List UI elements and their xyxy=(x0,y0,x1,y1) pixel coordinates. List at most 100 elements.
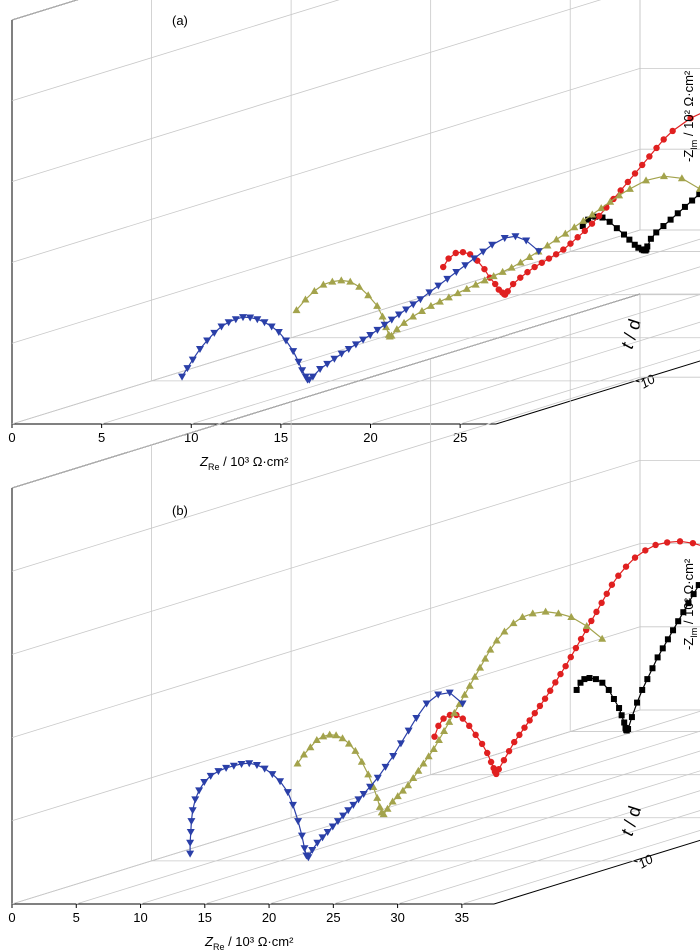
data-point xyxy=(687,114,694,122)
data-point xyxy=(481,654,490,662)
data-point xyxy=(654,654,661,661)
data-point xyxy=(366,783,375,791)
data-point xyxy=(325,730,334,738)
z-gridline-wall xyxy=(11,68,641,263)
data-point xyxy=(424,752,433,760)
data-point xyxy=(534,248,543,256)
z-gridline-wall xyxy=(11,0,602,182)
panel-a-series xyxy=(178,113,700,384)
data-point xyxy=(667,216,674,223)
data-point xyxy=(664,636,671,643)
x-gridline-floor xyxy=(397,810,700,905)
data-point xyxy=(297,832,306,840)
data-point xyxy=(338,734,347,742)
data-point xyxy=(445,689,454,697)
data-point xyxy=(453,289,462,297)
data-point xyxy=(400,318,409,326)
data-point xyxy=(487,758,495,766)
x-gridline-floor xyxy=(280,294,700,425)
data-point xyxy=(593,608,600,616)
data-point xyxy=(214,768,223,776)
data-point xyxy=(419,759,428,767)
panel-b-label: (b) xyxy=(172,503,188,518)
data-point xyxy=(500,627,509,635)
panel-a-y-axis-title: -ZIm / 10² Ω·cm² xyxy=(681,70,699,162)
data-point xyxy=(330,355,339,363)
data-point xyxy=(434,282,443,290)
x-gridline-floor xyxy=(370,321,700,425)
data-point xyxy=(486,645,495,653)
data-point xyxy=(354,796,363,804)
data-point xyxy=(308,847,317,855)
data-point xyxy=(229,762,238,770)
data-point xyxy=(186,828,195,836)
panel-b-chart: 0510152025303502346699211510203040 (b) Z… xyxy=(8,293,700,952)
data-point xyxy=(373,774,382,782)
data-point xyxy=(547,687,554,694)
data-point xyxy=(677,174,686,182)
data-point xyxy=(282,337,290,345)
data-point xyxy=(695,184,700,192)
data-point xyxy=(597,204,606,212)
data-point xyxy=(573,686,580,693)
data-point xyxy=(649,665,656,672)
data-point xyxy=(680,609,687,616)
data-point xyxy=(567,240,574,247)
data-point xyxy=(373,793,382,801)
data-point xyxy=(319,280,328,288)
data-point xyxy=(492,636,501,644)
data-point xyxy=(305,376,314,384)
t-tick-mark xyxy=(635,380,640,383)
t-tick-label: 10 xyxy=(638,371,659,392)
data-point xyxy=(663,539,671,546)
data-point xyxy=(470,672,479,680)
x-gridline-floor xyxy=(76,710,700,905)
data-point xyxy=(660,136,667,143)
x-tick-label: 20 xyxy=(363,430,377,445)
data-point xyxy=(460,690,469,698)
data-point xyxy=(570,223,579,231)
series-30d xyxy=(431,538,700,778)
data-point xyxy=(426,301,435,309)
x-tick-label: 35 xyxy=(455,910,469,925)
data-point xyxy=(412,715,421,723)
data-point xyxy=(292,306,301,314)
data-point xyxy=(653,144,660,152)
data-point xyxy=(543,241,552,249)
data-point xyxy=(598,634,607,642)
data-point xyxy=(409,301,418,309)
data-point xyxy=(541,607,550,615)
data-point xyxy=(689,197,696,204)
data-point xyxy=(301,295,310,303)
data-point xyxy=(382,323,391,331)
data-point xyxy=(388,797,397,805)
data-point xyxy=(528,609,537,617)
data-point xyxy=(599,679,606,686)
data-point xyxy=(245,760,254,768)
data-point xyxy=(387,331,396,339)
panel-a-chart: 05101520250193857769510203040 (a) ZRe / … xyxy=(8,0,700,472)
data-point xyxy=(598,599,605,607)
data-point xyxy=(344,739,353,747)
data-point xyxy=(545,255,553,262)
data-point xyxy=(626,236,633,243)
data-point xyxy=(337,350,346,358)
data-point xyxy=(435,722,442,730)
data-point xyxy=(476,663,485,671)
data-point xyxy=(603,590,610,597)
data-point xyxy=(440,726,449,734)
data-point xyxy=(500,235,509,243)
data-point xyxy=(392,325,401,333)
data-point xyxy=(585,216,592,223)
data-point xyxy=(498,267,507,275)
data-point xyxy=(631,241,638,248)
data-point xyxy=(378,312,387,320)
data-point xyxy=(574,234,581,241)
data-point xyxy=(246,314,255,322)
data-point xyxy=(380,321,389,329)
z-gridline-wall xyxy=(11,376,641,572)
data-point xyxy=(562,662,569,670)
data-point xyxy=(638,161,646,169)
data-point xyxy=(293,759,302,767)
data-point xyxy=(260,765,269,773)
